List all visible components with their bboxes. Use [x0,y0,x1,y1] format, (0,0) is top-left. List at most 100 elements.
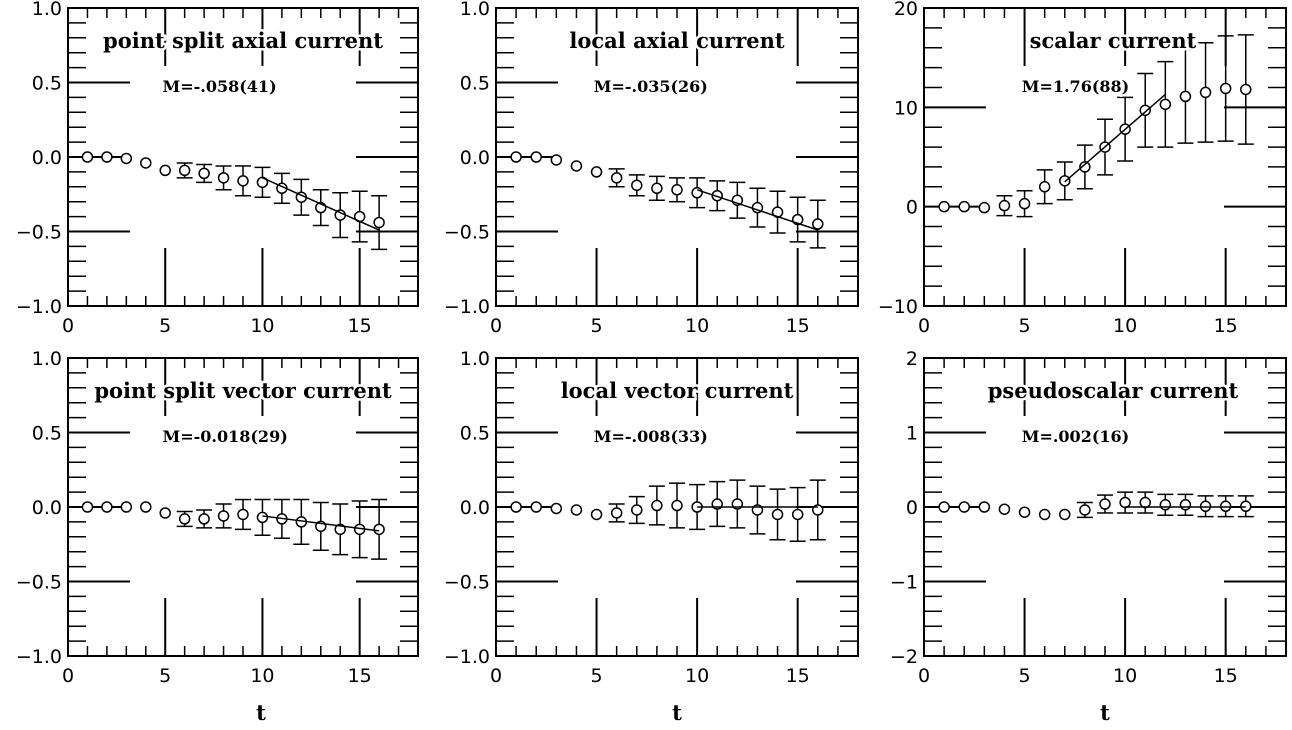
x-tick-label: 5 [591,665,603,687]
data-point [120,152,133,165]
data-point [610,172,623,184]
data-point [140,157,152,169]
data-point [178,513,191,525]
y-tick-label: 2 [906,348,918,370]
y-tick-label: 0.5 [460,423,490,445]
data-point [590,166,603,178]
data-point [978,201,991,214]
data-point [610,507,623,519]
data-point [938,200,950,213]
data-point [1159,98,1172,111]
y-tick-label: 0.0 [32,497,62,519]
panel-4: 0 5 10 15 −1.0 −0.5 0.0 0.5 1.0 point split vecto… [16,348,419,725]
data-point [217,172,230,184]
y-tick-label: 20 [894,0,918,20]
y-tick-label: 1 [906,423,918,445]
y-tick-label: 0.0 [32,147,62,169]
y-tick-label: 1.0 [32,0,62,20]
fit-line [1064,93,1166,183]
fit-line [262,515,380,532]
mass-annotation: M=-.008(33) [594,427,708,446]
y-tick-label: 0.5 [32,73,62,95]
data-point [101,501,113,513]
panel-title: local vector current [561,378,794,403]
y-tick-label: −0.5 [444,572,490,594]
data-point [938,501,950,513]
data-point [978,501,991,513]
y-tick-label: 1.0 [460,0,490,20]
panel-title: local axial current [569,28,784,53]
x-tick-label: 5 [1019,665,1031,687]
data-point [198,167,210,180]
y-tick-label: −10 [878,296,918,318]
panel-2: 0 5 10 15 −1.0 −0.5 0.0 0.5 1.0 local axial curre… [444,0,859,337]
data-point [510,501,522,513]
data-point [256,511,269,524]
data-point [691,187,703,199]
x-tick-label: 0 [918,665,930,687]
y-tick-label: −1.0 [16,646,62,668]
y-tick-label: 0 [906,197,918,219]
y-tick-label: 0.5 [460,73,490,95]
panel-5: 0 5 10 15 −1.0 −0.5 0.0 0.5 1.0 local vector curr… [444,348,859,725]
x-tick-label: 5 [591,315,603,337]
x-tick-label: 10 [685,315,709,337]
x-tick-label: 0 [490,315,502,337]
y-tick-label: 0 [906,497,918,519]
data-point [1179,499,1192,511]
data-point [958,200,970,213]
x-tick-label: 15 [348,315,372,337]
data-point [373,216,385,229]
y-tick-label: −2 [890,646,918,668]
data-point [373,523,385,536]
data-point [651,499,663,512]
x-tick-label: 15 [1214,665,1238,687]
x-tick-label: 10 [685,665,709,687]
x-tick-label: 0 [62,665,74,687]
data-point [998,199,1011,212]
data-point [217,510,230,522]
data-point [256,176,269,189]
y-tick-label: 1.0 [32,348,62,370]
panel-title: pseudoscalar current [988,378,1239,403]
data-point [140,501,152,513]
x-axis-label: t [256,700,266,725]
mass-annotation: M=.002(16) [1022,427,1130,446]
panel-title: point split axial current [103,28,383,53]
data-point [631,179,643,192]
data-point [1219,82,1232,95]
data-point [1018,197,1031,210]
panel-6: 0 5 10 15 −2 −1 0 1 2 pseudoscalar current M=.002(… [890,348,1287,725]
data-point [1038,508,1051,521]
data-point [1038,181,1051,193]
data-point [550,154,563,166]
data-point [1018,506,1031,518]
y-tick-label: 0.0 [460,497,490,519]
data-point [998,503,1011,515]
y-tick-label: −0.5 [444,222,490,244]
data-point [1159,499,1172,511]
y-tick-label: 10 [894,97,918,119]
data-point [159,507,171,519]
data-point [1059,508,1071,521]
data-point [791,508,804,521]
data-point [1099,498,1111,510]
x-axis-label: t [672,700,682,725]
mass-annotation: M=-.058(41) [163,77,277,96]
data-point [570,160,583,172]
data-point [159,164,171,177]
y-tick-label: −1.0 [16,296,62,318]
panel-1: 0 5 10 15 −1.0 −0.5 0.0 0.5 1.0 point split axial… [16,0,419,337]
x-axis-label: t [1100,700,1110,725]
data-point [81,501,94,513]
data-point [530,151,542,163]
fit-line [696,189,819,231]
data-point [631,504,643,516]
x-tick-label: 15 [348,665,372,687]
x-tick-label: 15 [1214,315,1238,337]
data-point [671,499,683,512]
mass-annotation: M=-0.018(29) [163,427,288,446]
mass-annotation: M=1.76(88) [1022,77,1130,96]
